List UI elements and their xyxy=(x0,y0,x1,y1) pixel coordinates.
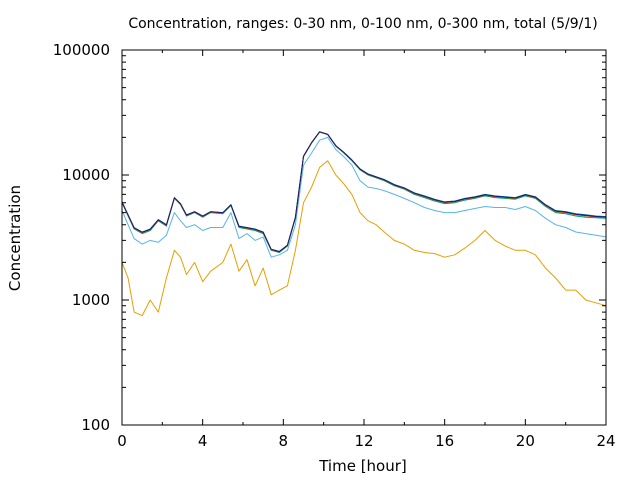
x-tick-label: 0 xyxy=(117,432,127,450)
series-line-4 xyxy=(121,131,607,252)
series-line-1 xyxy=(121,160,607,317)
series-line-6 xyxy=(121,131,607,253)
x-tick-label: 12 xyxy=(354,432,373,450)
chart-title: Concentration, ranges: 0-30 nm, 0-100 nm… xyxy=(128,16,597,32)
y-tick-label: 100 xyxy=(81,416,110,434)
series-line-2 xyxy=(121,136,607,258)
y-tick-label: 1000 xyxy=(72,291,110,309)
plot-frame xyxy=(121,49,607,426)
y-axis-label: Concentration xyxy=(6,185,24,291)
y-tick-label: 10000 xyxy=(62,166,110,184)
series-layer xyxy=(121,131,607,317)
series-line-3 xyxy=(121,131,607,253)
series-line-5 xyxy=(121,131,607,253)
x-tick-label: 20 xyxy=(516,432,535,450)
tick-layer: 0 4 8 12 16 20 24 100 1000 10000 100000 xyxy=(53,41,616,450)
x-tick-label: 16 xyxy=(435,432,454,450)
x-tick-label: 8 xyxy=(279,432,289,450)
x-tick-label: 24 xyxy=(596,432,615,450)
x-tick-label: 4 xyxy=(198,432,208,450)
x-axis-label: Time [hour] xyxy=(318,457,407,475)
y-tick-label: 100000 xyxy=(53,41,110,59)
